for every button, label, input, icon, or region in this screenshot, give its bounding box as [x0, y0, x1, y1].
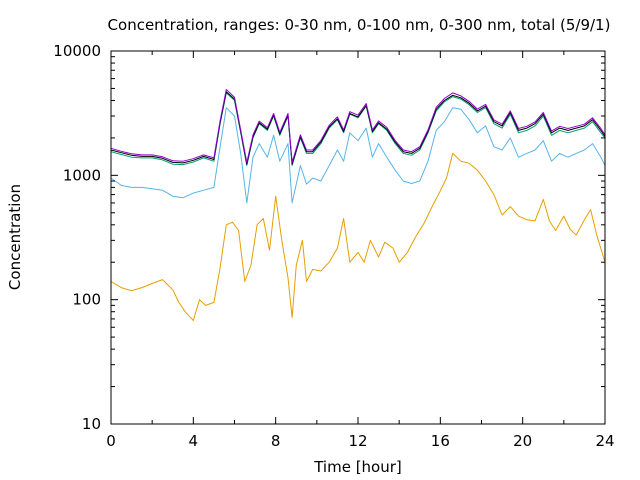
y-tick-label: 10 [82, 415, 101, 433]
y-axis-label: Concentration [6, 184, 24, 290]
series-line-5 [110, 89, 606, 163]
x-tick-label: 24 [595, 432, 614, 450]
x-tick-label: 8 [271, 432, 281, 450]
series-line-1 [110, 152, 606, 321]
x-tick-label: 12 [348, 432, 367, 450]
chart-title: Concentration, ranges: 0-30 nm, 0-100 nm… [108, 16, 611, 34]
x-tick-label: 4 [189, 432, 199, 450]
x-tick-label: 0 [106, 432, 116, 450]
series-layer [110, 89, 606, 321]
y-tick-label: 100 [72, 291, 101, 309]
x-tick-label: 20 [513, 432, 532, 450]
series-line-2 [110, 107, 606, 204]
x-tick-label: 16 [431, 432, 450, 450]
y-tick-label: 1000 [63, 166, 101, 184]
tick-layer: 0 4 8 12 16 20 24 10 100 1000 10000 [53, 42, 614, 450]
y-tick-label: 10000 [53, 42, 101, 60]
x-axis-label: Time [hour] [313, 458, 402, 476]
